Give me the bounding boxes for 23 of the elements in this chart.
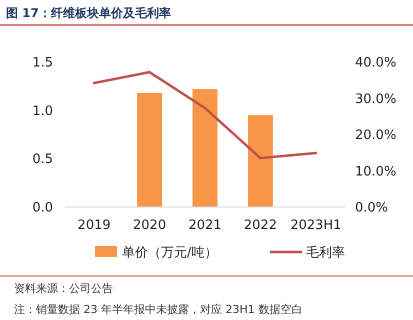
y-tick-label: 0.5 xyxy=(32,152,53,168)
x-tick-label: 2022 xyxy=(244,218,277,233)
legend-label: 毛利率 xyxy=(306,244,345,261)
line-series xyxy=(92,70,318,160)
text: 注：销量数据 23 年半年报中未披露，对应 23H1 数据空白 xyxy=(14,303,302,316)
y2-tick-label: 40.0% xyxy=(355,56,396,71)
y-tick-label: 1.0 xyxy=(32,104,53,119)
x-tick-label: 2021 xyxy=(188,218,222,233)
x-tick-label: 2019 xyxy=(78,218,111,233)
bar xyxy=(248,115,273,207)
bar xyxy=(192,89,218,207)
y-tick-label: 0.0 xyxy=(32,200,53,216)
y2-tick-label: 10.0% xyxy=(355,164,396,180)
x-tick-label: 2020 xyxy=(133,218,166,233)
y2-tick-label: 30.0% xyxy=(355,92,396,107)
y-tick-label: 1.5 xyxy=(32,56,53,71)
x-tick-label: 2023H1 xyxy=(290,218,342,233)
y2-tick-label: 0.0% xyxy=(355,200,388,216)
chart-title: 图 17：纤维板块单价及毛利率 xyxy=(6,6,171,20)
y2-tick-label: 20.0% xyxy=(355,128,396,144)
text: 资料来源：公司公告 xyxy=(14,282,113,295)
bar xyxy=(137,92,162,207)
legend-label: 单价（万元/吨） xyxy=(122,246,218,261)
